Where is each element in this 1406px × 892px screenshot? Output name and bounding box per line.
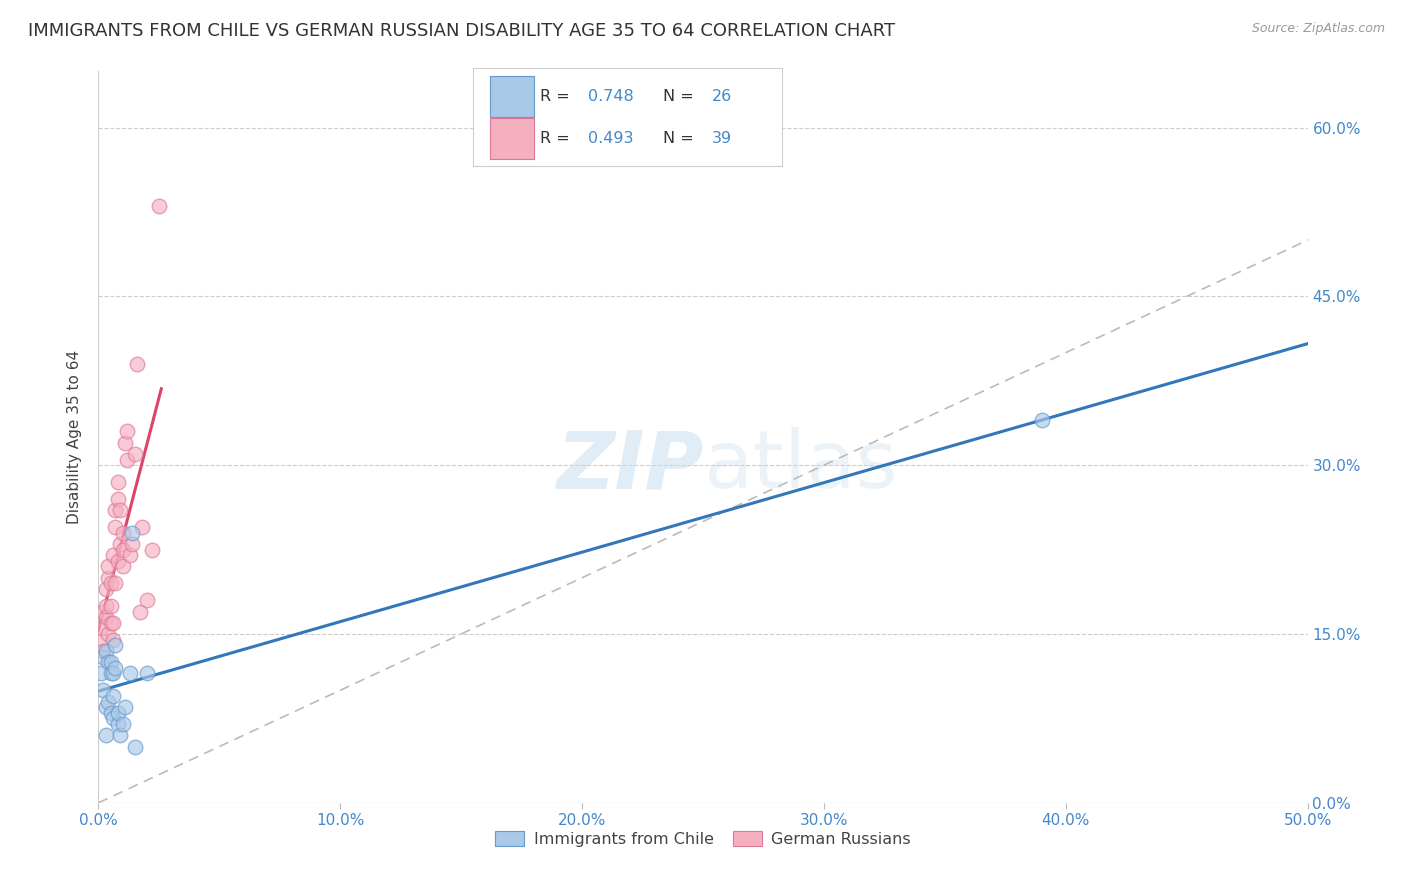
Point: [111, 525, 134, 540]
Point: [101, 548, 124, 562]
Point: [128, 605, 150, 619]
Point: [97, 655, 120, 669]
Point: [108, 728, 131, 742]
Point: [124, 739, 146, 754]
Point: [111, 542, 134, 557]
Point: [90, 632, 112, 647]
Point: [100, 666, 122, 681]
Point: [101, 711, 124, 725]
Point: [100, 599, 122, 613]
Point: [101, 689, 124, 703]
Point: [94, 644, 117, 658]
Point: [121, 525, 143, 540]
Point: [94, 599, 117, 613]
Point: [100, 655, 122, 669]
Point: [118, 548, 141, 562]
Point: [100, 615, 122, 630]
Point: [97, 559, 120, 574]
Point: [111, 559, 134, 574]
Text: R =: R =: [540, 130, 575, 145]
Text: ZIP: ZIP: [555, 427, 703, 506]
Point: [101, 666, 124, 681]
Point: [104, 503, 127, 517]
Point: [107, 706, 129, 720]
Point: [101, 632, 124, 647]
Point: [100, 706, 122, 720]
Point: [108, 537, 131, 551]
Point: [91, 644, 114, 658]
Text: 0.493: 0.493: [588, 130, 634, 145]
Point: [91, 649, 114, 664]
Point: [94, 700, 117, 714]
Point: [127, 357, 149, 371]
Point: [148, 199, 170, 213]
Point: [114, 700, 136, 714]
Text: IMMIGRANTS FROM CHILE VS GERMAN RUSSIAN DISABILITY AGE 35 TO 64 CORRELATION CHAR: IMMIGRANTS FROM CHILE VS GERMAN RUSSIAN …: [28, 22, 896, 40]
Point: [114, 435, 136, 450]
Point: [118, 666, 141, 681]
Point: [104, 576, 127, 591]
Text: 0.748: 0.748: [588, 88, 634, 103]
Point: [117, 425, 139, 439]
Point: [124, 447, 146, 461]
Point: [121, 537, 143, 551]
Point: [100, 576, 122, 591]
Point: [90, 621, 112, 635]
Legend: Immigrants from Chile, German Russians: Immigrants from Chile, German Russians: [489, 824, 917, 854]
Point: [94, 728, 117, 742]
Text: N =: N =: [664, 88, 699, 103]
Point: [107, 491, 129, 506]
Point: [141, 542, 163, 557]
Point: [135, 593, 157, 607]
Point: [94, 610, 117, 624]
Point: [104, 661, 127, 675]
Y-axis label: Disability Age 35 to 64: Disability Age 35 to 64: [67, 350, 83, 524]
Point: [91, 683, 114, 698]
Point: [97, 571, 120, 585]
Text: Source: ZipAtlas.com: Source: ZipAtlas.com: [1251, 22, 1385, 36]
Point: [97, 694, 120, 708]
Point: [107, 717, 129, 731]
Text: atlas: atlas: [703, 427, 897, 506]
Point: [91, 605, 114, 619]
Point: [97, 627, 120, 641]
FancyBboxPatch shape: [474, 68, 782, 167]
Point: [108, 503, 131, 517]
Point: [104, 520, 127, 534]
Point: [131, 520, 153, 534]
FancyBboxPatch shape: [491, 76, 534, 117]
Point: [94, 582, 117, 596]
Point: [111, 717, 134, 731]
Point: [104, 638, 127, 652]
Text: 26: 26: [711, 88, 731, 103]
Point: [117, 452, 139, 467]
Point: [90, 666, 112, 681]
Text: N =: N =: [664, 130, 699, 145]
Text: 39: 39: [711, 130, 731, 145]
Point: [135, 666, 157, 681]
Point: [107, 475, 129, 489]
Text: R =: R =: [540, 88, 575, 103]
Point: [101, 615, 124, 630]
Point: [107, 554, 129, 568]
Point: [1031, 413, 1053, 427]
FancyBboxPatch shape: [491, 118, 534, 159]
